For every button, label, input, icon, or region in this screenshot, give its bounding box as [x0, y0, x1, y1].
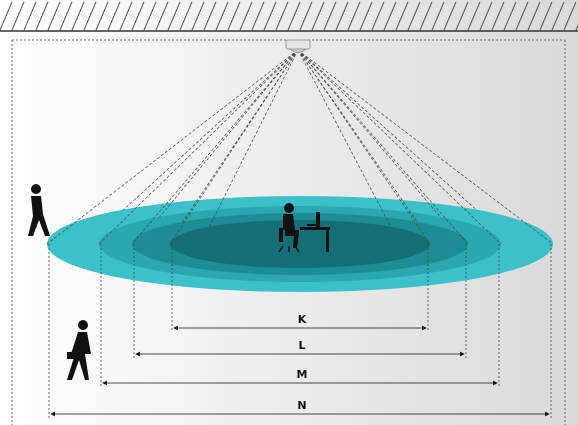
hatch-line — [95, 1, 109, 31]
coverage-zones — [47, 196, 553, 292]
hatch-line — [563, 1, 577, 31]
hatch-line — [287, 1, 301, 31]
hatch-line — [299, 1, 313, 31]
ray — [297, 49, 431, 245]
hatch-line — [443, 1, 457, 31]
hatch-line — [35, 1, 49, 31]
ceiling-hatch — [0, 1, 578, 31]
hatch-line — [419, 1, 433, 31]
ray — [98, 49, 299, 245]
hatch-line — [59, 1, 73, 31]
sensor — [285, 39, 311, 53]
hatch-line — [191, 1, 205, 31]
hatch-line — [203, 1, 217, 31]
person-walking-bottom — [67, 320, 91, 380]
hatch-line — [263, 1, 277, 31]
ray — [46, 49, 299, 245]
ray — [182, 49, 299, 223]
ray — [122, 49, 299, 211]
hatch-line — [167, 1, 181, 31]
ray — [131, 49, 299, 245]
hatch-line — [467, 1, 481, 31]
hatch-line — [239, 1, 253, 31]
ray — [297, 49, 478, 211]
ray — [297, 49, 554, 245]
hatch-line — [0, 1, 13, 31]
hatch-line — [407, 1, 421, 31]
hatch-line — [23, 1, 37, 31]
hatch-line — [359, 1, 373, 31]
dimension-label: N — [297, 399, 306, 412]
hatch-line — [395, 1, 409, 31]
hatch-line — [491, 1, 505, 31]
hatch-line — [143, 1, 157, 31]
hatch-line — [215, 1, 229, 31]
hatch-line — [11, 1, 25, 31]
hatch-line — [371, 1, 385, 31]
hatch-line — [251, 1, 265, 31]
hatch-line — [227, 1, 241, 31]
hatch-line — [179, 1, 193, 31]
person-at-desk — [278, 203, 330, 253]
hatch-line — [539, 1, 553, 31]
hatch-line — [107, 1, 121, 31]
ray — [297, 49, 392, 228]
ray — [297, 49, 441, 218]
hatch-line — [515, 1, 529, 31]
ray — [169, 49, 299, 245]
hatch-line — [311, 1, 325, 31]
hatch-line — [83, 1, 97, 31]
ray — [297, 49, 502, 245]
dimension-label: M — [297, 368, 308, 381]
hatch-line — [503, 1, 517, 31]
hatch-line — [335, 1, 349, 31]
hatch-line — [551, 1, 565, 31]
ray — [297, 49, 469, 245]
hatch-line — [71, 1, 85, 31]
hatch-line — [155, 1, 169, 31]
hatch-line — [347, 1, 361, 31]
hatch-line — [119, 1, 133, 31]
hatch-line — [455, 1, 469, 31]
dimension-label: K — [298, 313, 307, 326]
hatch-line — [479, 1, 493, 31]
hatch-line — [131, 1, 145, 31]
ray — [208, 49, 299, 228]
dimension-label: L — [298, 339, 305, 352]
hatch-line — [47, 1, 61, 31]
dimensions: KL M N — [48, 244, 552, 418]
hatch-line — [431, 1, 445, 31]
hatch-line — [527, 1, 541, 31]
hatch-line — [383, 1, 397, 31]
detection-rays — [46, 49, 554, 245]
ray — [159, 49, 299, 218]
person-walking-top — [28, 184, 50, 236]
hatch-line — [323, 1, 337, 31]
hatch-line — [275, 1, 289, 31]
